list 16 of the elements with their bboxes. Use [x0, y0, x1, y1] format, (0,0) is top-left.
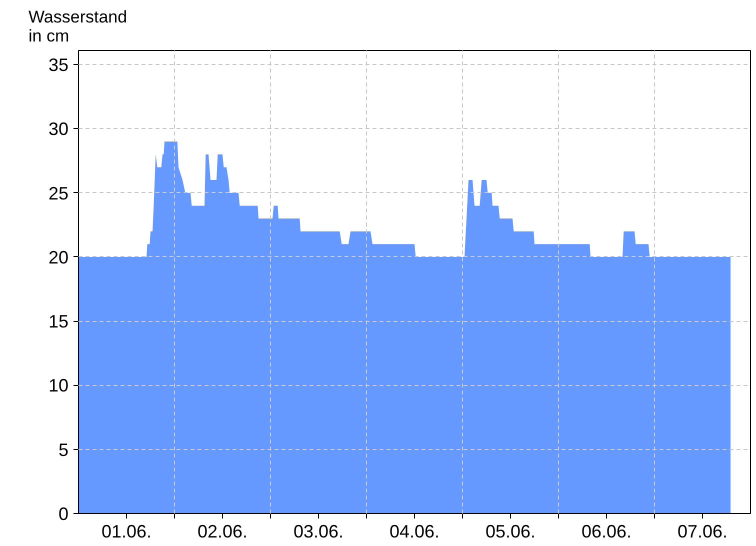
y-tick-label: 35: [48, 55, 69, 76]
y-tick-label: 0: [58, 504, 69, 524]
y-axis-title: Wasserstand in cm: [28, 8, 128, 46]
y-tick-label: 25: [48, 183, 69, 204]
x-tick-label: 05.06.: [485, 522, 536, 542]
x-tick-label: 07.06.: [677, 522, 728, 542]
y-tick-label: 10: [48, 376, 69, 396]
y-tick-label: 5: [58, 440, 69, 460]
y-tick-label: 30: [48, 119, 69, 140]
x-tick-label: 06.06.: [581, 522, 632, 542]
x-tick-label: 02.06.: [197, 522, 248, 542]
x-tick-label: 01.06.: [101, 522, 152, 542]
x-tick-label: 03.06.: [293, 522, 344, 542]
y-tick-label: 20: [48, 247, 69, 268]
y-tick-label: 15: [48, 312, 69, 332]
x-tick-label: 04.06.: [389, 522, 440, 542]
